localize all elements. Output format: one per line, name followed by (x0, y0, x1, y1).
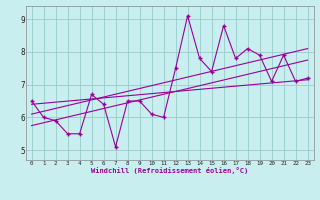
X-axis label: Windchill (Refroidissement éolien,°C): Windchill (Refroidissement éolien,°C) (91, 167, 248, 174)
